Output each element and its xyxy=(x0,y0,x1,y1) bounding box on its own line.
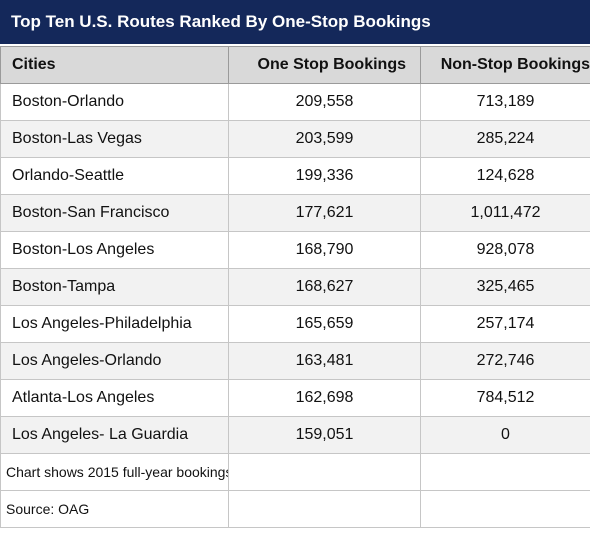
cell-non-stop: 272,746 xyxy=(420,342,590,380)
header-one-stop: One Stop Bookings xyxy=(228,46,421,84)
cell-cities: Boston-San Francisco xyxy=(0,194,229,232)
table-row: Boston-Tampa 168,627 325,465 xyxy=(0,268,590,306)
table-row: Los Angeles-Philadelphia 165,659 257,174 xyxy=(0,305,590,343)
cell-cities: Atlanta-Los Angeles xyxy=(0,379,229,417)
source-text: Source: OAG xyxy=(0,490,229,528)
table-row: Atlanta-Los Angeles 162,698 784,512 xyxy=(0,379,590,417)
note-text: Chart shows 2015 full-year bookings. xyxy=(0,453,229,491)
cell-non-stop: 928,078 xyxy=(420,231,590,269)
table-row: Boston-Las Vegas 203,599 285,224 xyxy=(0,120,590,158)
cell-cities: Los Angeles- La Guardia xyxy=(0,416,229,454)
table-row: Boston-Los Angeles 168,790 928,078 xyxy=(0,231,590,269)
note-row: Chart shows 2015 full-year bookings. xyxy=(0,453,590,491)
cell-non-stop: 713,189 xyxy=(420,83,590,121)
table-notes: Chart shows 2015 full-year bookings. Sou… xyxy=(0,453,590,528)
cell-cities: Boston-Tampa xyxy=(0,268,229,306)
cell-non-stop: 285,224 xyxy=(420,120,590,158)
table-row: Boston-San Francisco 177,621 1,011,472 xyxy=(0,194,590,232)
cell-one-stop: 162,698 xyxy=(228,379,421,417)
cell-non-stop: 257,174 xyxy=(420,305,590,343)
cell-cities: Orlando-Seattle xyxy=(0,157,229,195)
cell-non-stop: 784,512 xyxy=(420,379,590,417)
source-empty-cell xyxy=(420,490,590,528)
cell-non-stop: 1,011,472 xyxy=(420,194,590,232)
cell-cities: Boston-Los Angeles xyxy=(0,231,229,269)
note-empty-cell xyxy=(228,453,421,491)
cell-one-stop: 203,599 xyxy=(228,120,421,158)
note-empty-cell xyxy=(420,453,590,491)
cell-one-stop: 199,336 xyxy=(228,157,421,195)
cell-one-stop: 165,659 xyxy=(228,305,421,343)
cell-cities: Boston-Las Vegas xyxy=(0,120,229,158)
cell-non-stop: 124,628 xyxy=(420,157,590,195)
cell-one-stop: 177,621 xyxy=(228,194,421,232)
cell-non-stop: 0 xyxy=(420,416,590,454)
cell-one-stop: 209,558 xyxy=(228,83,421,121)
table-title: Top Ten U.S. Routes Ranked By One-Stop B… xyxy=(0,0,590,44)
header-non-stop: Non-Stop Bookings xyxy=(420,46,590,84)
cell-non-stop: 325,465 xyxy=(420,268,590,306)
cell-cities: Los Angeles-Philadelphia xyxy=(0,305,229,343)
table-row: Orlando-Seattle 199,336 124,628 xyxy=(0,157,590,195)
cell-one-stop: 163,481 xyxy=(228,342,421,380)
table-row: Los Angeles- La Guardia 159,051 0 xyxy=(0,416,590,454)
table-row: Boston-Orlando 209,558 713,189 xyxy=(0,83,590,121)
source-row: Source: OAG xyxy=(0,490,590,528)
cell-one-stop: 168,790 xyxy=(228,231,421,269)
table-row: Los Angeles-Orlando 163,481 272,746 xyxy=(0,342,590,380)
routes-table: Cities One Stop Bookings Non-Stop Bookin… xyxy=(0,46,590,528)
header-row: Cities One Stop Bookings Non-Stop Bookin… xyxy=(0,46,590,84)
table-body: Boston-Orlando 209,558 713,189 Boston-Las V… xyxy=(0,83,590,454)
cell-one-stop: 159,051 xyxy=(228,416,421,454)
cell-cities: Los Angeles-Orlando xyxy=(0,342,229,380)
cell-one-stop: 168,627 xyxy=(228,268,421,306)
header-cities: Cities xyxy=(0,46,229,84)
source-empty-cell xyxy=(228,490,421,528)
cell-cities: Boston-Orlando xyxy=(0,83,229,121)
